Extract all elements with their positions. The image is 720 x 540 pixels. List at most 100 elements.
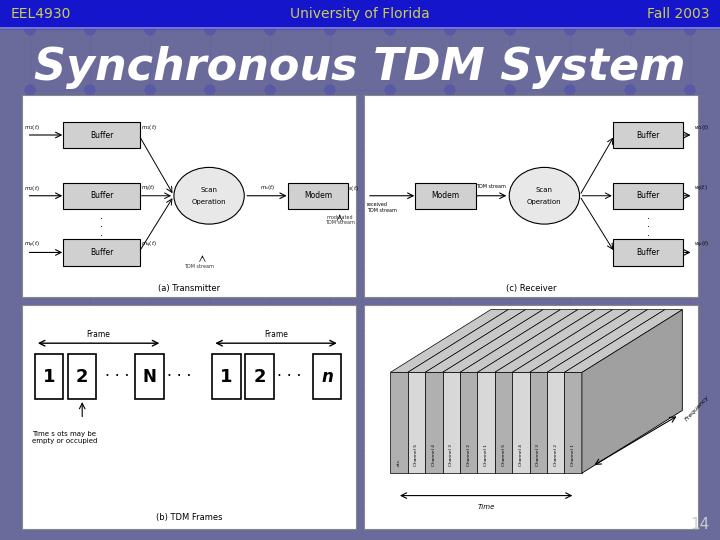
Circle shape: [505, 25, 515, 35]
Circle shape: [145, 25, 155, 35]
Circle shape: [145, 205, 155, 215]
Circle shape: [205, 505, 215, 515]
Text: (a) Transmitter: (a) Transmitter: [158, 285, 220, 293]
Circle shape: [145, 265, 155, 275]
Text: $w_j(t)$: $w_j(t)$: [694, 184, 708, 194]
Text: TDM stream: TDM stream: [476, 184, 505, 189]
Circle shape: [205, 265, 215, 275]
Circle shape: [565, 265, 575, 275]
Text: 2: 2: [253, 368, 266, 386]
Text: $s(t)$: $s(t)$: [348, 184, 359, 193]
Circle shape: [25, 325, 35, 335]
Circle shape: [205, 325, 215, 335]
Circle shape: [565, 205, 575, 215]
Circle shape: [625, 385, 635, 395]
Polygon shape: [564, 372, 582, 473]
Circle shape: [445, 505, 455, 515]
Polygon shape: [512, 309, 630, 372]
Circle shape: [205, 205, 215, 215]
Circle shape: [145, 505, 155, 515]
Circle shape: [85, 25, 95, 35]
Circle shape: [265, 385, 275, 395]
Circle shape: [685, 85, 695, 95]
Circle shape: [85, 265, 95, 275]
Circle shape: [265, 25, 275, 35]
FancyBboxPatch shape: [63, 239, 140, 266]
FancyBboxPatch shape: [63, 122, 140, 148]
Circle shape: [505, 205, 515, 215]
Polygon shape: [460, 372, 477, 473]
Circle shape: [325, 25, 335, 35]
Circle shape: [205, 145, 215, 155]
Text: TDM stream: TDM stream: [184, 264, 214, 269]
Circle shape: [265, 505, 275, 515]
Polygon shape: [512, 372, 530, 473]
Bar: [212, 354, 241, 399]
Bar: [313, 354, 341, 399]
Circle shape: [685, 445, 695, 455]
Polygon shape: [547, 372, 564, 473]
Circle shape: [145, 385, 155, 395]
Text: Buffer: Buffer: [636, 131, 660, 139]
Text: Scan: Scan: [201, 187, 217, 193]
Circle shape: [625, 25, 635, 35]
Circle shape: [325, 325, 335, 335]
FancyBboxPatch shape: [63, 183, 140, 209]
Circle shape: [85, 505, 95, 515]
Text: Buffer: Buffer: [90, 248, 114, 257]
FancyBboxPatch shape: [288, 183, 348, 209]
Text: $m_c(t)$: $m_c(t)$: [260, 183, 276, 192]
Circle shape: [325, 145, 335, 155]
Circle shape: [265, 85, 275, 95]
Circle shape: [625, 505, 635, 515]
Circle shape: [145, 445, 155, 455]
Text: (b) TDM Frames: (b) TDM Frames: [156, 514, 222, 523]
Circle shape: [565, 25, 575, 35]
Ellipse shape: [174, 167, 244, 224]
Circle shape: [385, 265, 395, 275]
Circle shape: [265, 145, 275, 155]
Text: Buffer: Buffer: [90, 191, 114, 200]
Text: Channel 5: Channel 5: [502, 444, 505, 467]
Circle shape: [685, 505, 695, 515]
Text: Channel 3: Channel 3: [449, 444, 454, 467]
Text: Frame: Frame: [86, 330, 111, 339]
Text: 14: 14: [690, 517, 709, 532]
Circle shape: [205, 445, 215, 455]
Circle shape: [85, 145, 95, 155]
Bar: [22, 305, 356, 529]
Circle shape: [265, 205, 275, 215]
Text: modulated
TDM stream: modulated TDM stream: [325, 215, 354, 226]
Circle shape: [25, 445, 35, 455]
Bar: [0, 0, 720, 28]
Text: Channel 4: Channel 4: [432, 444, 436, 467]
Polygon shape: [443, 309, 560, 372]
FancyBboxPatch shape: [613, 239, 683, 266]
Circle shape: [25, 205, 35, 215]
Text: Fall 2003: Fall 2003: [647, 7, 709, 21]
Text: 1: 1: [220, 368, 233, 386]
Circle shape: [445, 85, 455, 95]
FancyBboxPatch shape: [613, 122, 683, 148]
Text: Synchronous TDM System: Synchronous TDM System: [35, 46, 685, 89]
Bar: [364, 305, 698, 529]
Polygon shape: [495, 309, 613, 372]
Circle shape: [325, 85, 335, 95]
Text: Channel 5: Channel 5: [415, 444, 418, 467]
Polygon shape: [495, 372, 512, 473]
Text: Frequency: Frequency: [684, 394, 710, 422]
Circle shape: [385, 205, 395, 215]
Circle shape: [145, 85, 155, 95]
Circle shape: [385, 325, 395, 335]
Text: 2: 2: [76, 368, 89, 386]
Text: EEL4930: EEL4930: [11, 7, 71, 21]
Text: · · ·: · · ·: [167, 369, 191, 384]
Circle shape: [385, 25, 395, 35]
Circle shape: [565, 445, 575, 455]
Circle shape: [265, 325, 275, 335]
Circle shape: [625, 445, 635, 455]
Text: Time: Time: [477, 504, 495, 510]
Bar: [135, 354, 164, 399]
Polygon shape: [582, 309, 683, 473]
Circle shape: [445, 325, 455, 335]
